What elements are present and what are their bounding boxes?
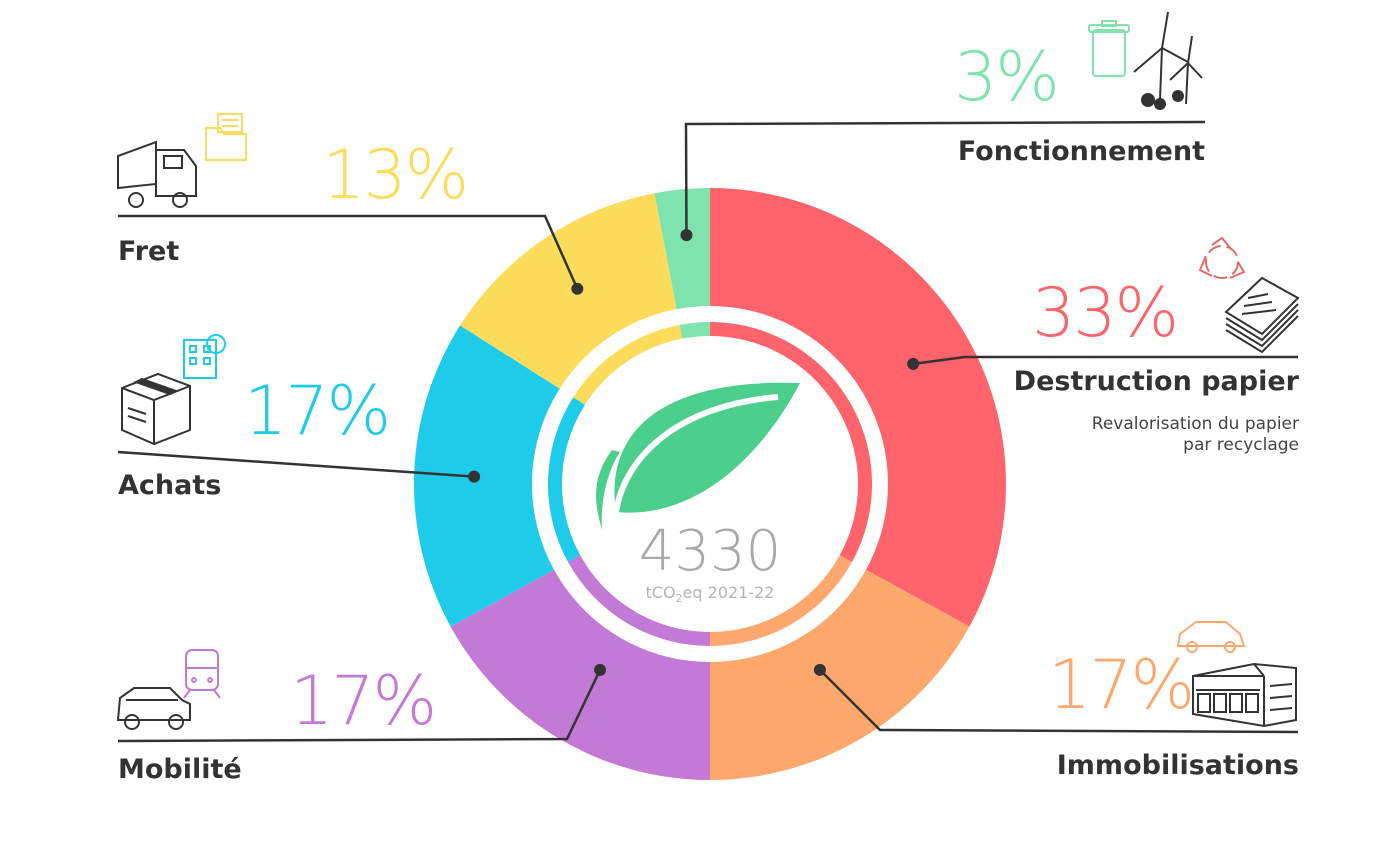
leader-line-5 xyxy=(684,120,1206,236)
pct-immobilisations: 17% xyxy=(1048,646,1195,725)
wind-turbine-icon xyxy=(1133,11,1203,110)
leader-dot-0 xyxy=(907,357,920,370)
label-fonctionnement: Fonctionnement xyxy=(957,136,1205,167)
label-mobilite: Mobilité xyxy=(118,754,242,785)
pct-destruction: 33% xyxy=(1032,274,1179,353)
leader-dot-1 xyxy=(813,663,826,676)
leaf-icon xyxy=(596,382,800,530)
truck-icon xyxy=(117,140,197,208)
folder-icon xyxy=(205,113,247,161)
note-destruction: Revalorisation du papier par recyclage xyxy=(1091,414,1299,456)
leader-dot-2 xyxy=(594,663,607,676)
suv-icon xyxy=(116,687,191,730)
leader-lines xyxy=(117,120,1299,743)
train-icon xyxy=(183,649,221,699)
pct-achats: 17% xyxy=(244,372,391,451)
trash-bin-icon xyxy=(1088,20,1130,77)
leader-line-3 xyxy=(117,450,475,478)
pct-mobilite: 17% xyxy=(290,662,437,741)
unit-subscript: 2 xyxy=(675,592,683,606)
total-unit: tCO2eq 2021-22 xyxy=(610,583,810,606)
pct-fonctionnement: 3% xyxy=(954,38,1060,117)
building-icon xyxy=(1192,662,1297,728)
leader-line-4 xyxy=(118,214,579,290)
leader-line-2 xyxy=(117,669,602,743)
car-outline-icon xyxy=(1176,621,1246,653)
office-building-icon xyxy=(183,334,226,379)
recycle-icon xyxy=(1198,236,1246,279)
paper-stack-icon xyxy=(1224,276,1300,354)
unit-suffix: eq 2021-22 xyxy=(682,583,775,602)
total-value: 4330 xyxy=(638,519,782,584)
unit-prefix: tCO xyxy=(645,583,676,602)
pct-fret: 13% xyxy=(322,136,469,215)
leader-dot-4 xyxy=(571,282,584,295)
box-icon xyxy=(121,372,191,446)
leader-line-0 xyxy=(912,355,1298,366)
leader-line-1 xyxy=(819,669,1299,734)
leader-dot-3 xyxy=(468,470,481,483)
leader-dot-5 xyxy=(680,229,693,242)
label-immobilisations: Immobilisations xyxy=(1056,750,1299,781)
label-destruction: Destruction papier xyxy=(1013,366,1299,397)
label-fret: Fret xyxy=(118,236,180,267)
label-achats: Achats xyxy=(118,470,222,501)
